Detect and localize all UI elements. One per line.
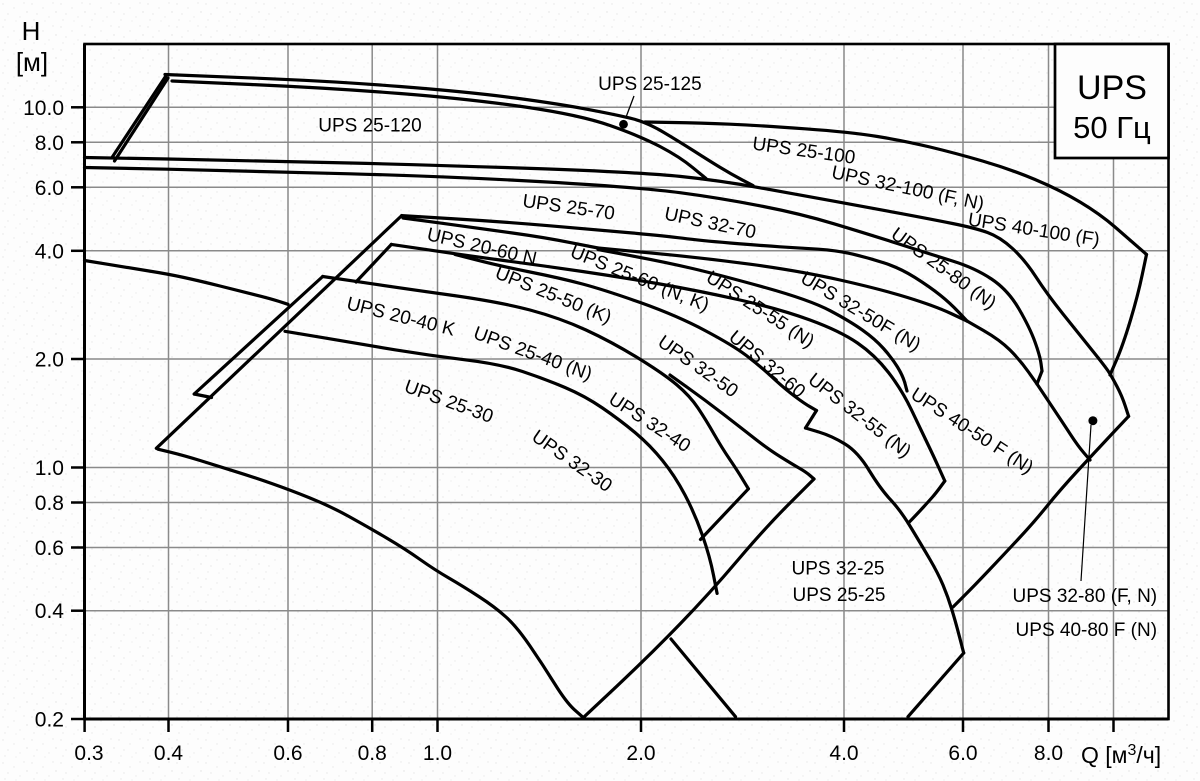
svg-text:0.4: 0.4 <box>35 600 65 623</box>
svg-text:0.8: 0.8 <box>358 742 387 765</box>
svg-text:50 Гц: 50 Гц <box>1073 110 1151 145</box>
svg-text:UPS 25-120: UPS 25-120 <box>318 116 422 137</box>
svg-text:2.0: 2.0 <box>35 349 64 372</box>
svg-text:Q [м3/ч]: Q [м3/ч] <box>1081 742 1161 768</box>
svg-text:[м]: [м] <box>16 47 48 77</box>
svg-text:1.0: 1.0 <box>423 742 452 765</box>
svg-text:10.0: 10.0 <box>23 97 64 120</box>
svg-text:1.0: 1.0 <box>35 457 64 480</box>
svg-text:0.3: 0.3 <box>74 742 103 765</box>
svg-text:0.2: 0.2 <box>35 709 64 732</box>
svg-text:2.0: 2.0 <box>626 742 655 765</box>
svg-text:6.0: 6.0 <box>35 177 64 200</box>
svg-text:4.0: 4.0 <box>829 742 858 765</box>
svg-text:8.0: 8.0 <box>35 132 64 155</box>
svg-text:6.0: 6.0 <box>948 742 977 765</box>
svg-text:UPS 25-125: UPS 25-125 <box>598 74 702 95</box>
svg-text:H: H <box>22 16 41 46</box>
svg-text:8.0: 8.0 <box>1034 742 1063 765</box>
svg-text:0.8: 0.8 <box>35 492 64 515</box>
svg-text:4.0: 4.0 <box>35 240 64 263</box>
svg-text:0.6: 0.6 <box>35 537 64 560</box>
svg-text:UPS 25-25: UPS 25-25 <box>793 585 886 606</box>
svg-text:UPS: UPS <box>1077 69 1147 107</box>
svg-text:UPS 40-80 F (N): UPS 40-80 F (N) <box>1016 620 1157 641</box>
svg-text:0.4: 0.4 <box>154 742 184 765</box>
svg-text:UPS 32-80 (F, N): UPS 32-80 (F, N) <box>1012 586 1157 607</box>
svg-text:0.6: 0.6 <box>273 742 302 765</box>
svg-text:UPS 32-25: UPS 32-25 <box>792 559 885 580</box>
